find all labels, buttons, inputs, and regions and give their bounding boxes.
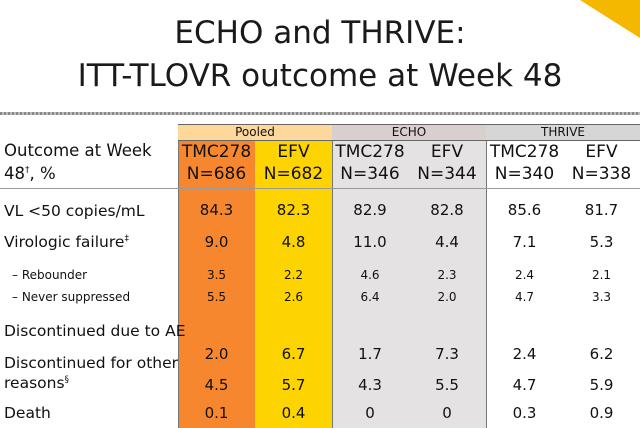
table-cell: 6.4 (360, 290, 380, 304)
corner-accent-shape (580, 0, 640, 38)
table-cell: 7.1 (512, 233, 537, 251)
table-cell: 2.3 (437, 268, 457, 282)
thrive-tmc-column-bg (486, 124, 563, 428)
table-cell: 0.4 (281, 404, 306, 422)
table-cell: 4.7 (514, 290, 535, 304)
divider (486, 124, 487, 428)
row-label-sub: – Rebounder (12, 268, 88, 282)
table-cell: 0.1 (204, 404, 229, 422)
table-cell: 4.8 (281, 233, 306, 251)
col-header-echo-efv: EFV N=344 (417, 142, 477, 184)
col-header-pooled-efv: EFV N=682 (263, 142, 324, 184)
table-cell: 2.0 (204, 345, 229, 363)
group-header-echo: ECHO (332, 124, 486, 141)
table-cell: 0.9 (589, 404, 614, 422)
table-cell: 5.5 (435, 376, 459, 394)
col-header-echo-tmc: TMC278 N=346 (335, 142, 405, 184)
row-label-cont: reasons§ (4, 374, 70, 392)
pooled-tmc-column-bg (178, 124, 255, 428)
table-cell: 2.0 (437, 290, 457, 304)
table-cell: 4.4 (435, 233, 459, 251)
table-cell: 5.9 (589, 376, 614, 394)
table-cell: 4.3 (358, 376, 382, 394)
row-label: Discontinued due to AE (4, 322, 186, 340)
slide-title-line1: ECHO and THRIVE: (174, 15, 466, 51)
table-cell: 0.3 (512, 404, 537, 422)
row-label: Virologic failure‡ (4, 233, 129, 251)
thrive-efv-column-bg (563, 124, 640, 428)
table-cell: 0 (365, 404, 375, 422)
outcome-header-line1: Outcome at Week (4, 141, 152, 160)
table-cell: 81.7 (584, 201, 619, 219)
table-cell: 6.7 (281, 345, 306, 363)
table-cell: 85.6 (507, 201, 542, 219)
row-label: Discontinued for other (4, 354, 179, 372)
outcome-header-line2: 48†, % (4, 164, 56, 183)
table-cell: 82.9 (353, 201, 387, 219)
table-cell: 0 (442, 404, 452, 422)
table-cell: 2.6 (283, 290, 304, 304)
table-cell: 7.3 (435, 345, 459, 363)
table-cell: 6.2 (589, 345, 614, 363)
group-header-pooled: Pooled (178, 124, 332, 141)
divider (178, 124, 179, 428)
col-header-pooled-tmc: TMC278 N=686 (181, 142, 252, 184)
table-cell: 2.4 (512, 345, 537, 363)
col-header-thrive-tmc: TMC278 N=340 (489, 142, 560, 184)
table-cell: 5.5 (206, 290, 227, 304)
table-cell: 5.3 (589, 233, 614, 251)
table-cell: 82.3 (276, 201, 311, 219)
header-bottom-rule (0, 188, 640, 189)
table-cell: 9.0 (204, 233, 229, 251)
group-header-thrive: THRIVE (486, 124, 640, 141)
table-cell: 11.0 (353, 233, 387, 251)
pooled-efv-column-bg (255, 124, 332, 428)
table-cell: 2.4 (514, 268, 535, 282)
table-cell: 2.1 (591, 268, 612, 282)
col-header-thrive-efv: EFV N=338 (571, 142, 632, 184)
table-cell: 3.3 (591, 290, 612, 304)
divider (332, 124, 333, 428)
table-cell: 3.5 (206, 268, 227, 282)
slide-title-line2: ITT-TLOVR outcome at Week 48 (77, 58, 563, 94)
table-cell: 4.5 (204, 376, 229, 394)
echo-tmc-column-bg (332, 124, 408, 428)
table-cell: 4.6 (360, 268, 380, 282)
echo-efv-column-bg (408, 124, 486, 428)
row-label: Death (4, 404, 51, 422)
table-cell: 82.8 (430, 201, 464, 219)
table-cell: 4.7 (512, 376, 537, 394)
table-cell: 1.7 (358, 345, 382, 363)
table-cell: 2.2 (283, 268, 304, 282)
row-label: VL <50 copies/mL (4, 202, 145, 220)
table-cell: 5.7 (281, 376, 306, 394)
table-cell: 84.3 (199, 201, 234, 219)
title-separator (0, 112, 640, 115)
row-label-sub: – Never suppressed (12, 290, 131, 304)
